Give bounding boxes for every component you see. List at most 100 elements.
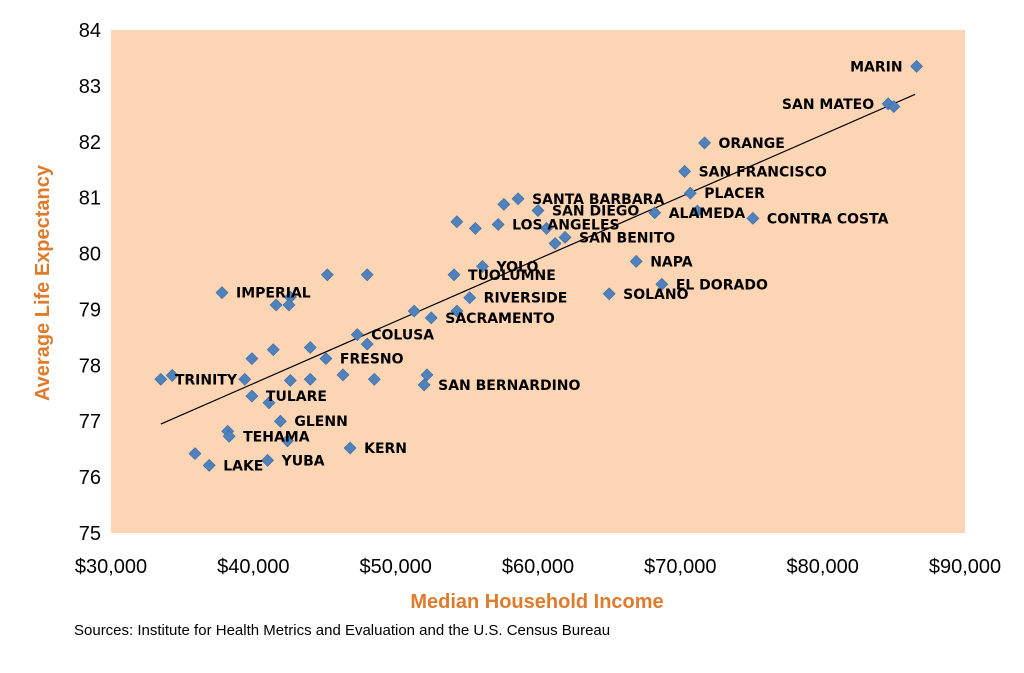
y-tick-label: 78: [79, 355, 101, 377]
data-point: [336, 368, 350, 382]
data-point: [262, 396, 276, 410]
y-axis-label: Average Life Expectancy: [32, 164, 54, 401]
data-point: [497, 197, 511, 211]
data-point: [887, 100, 901, 113]
point-label: TRINITY: [175, 372, 238, 388]
point-label: YOLO: [495, 259, 538, 275]
data-point: [303, 372, 317, 386]
data-point: [238, 372, 252, 386]
data-point: [476, 259, 489, 273]
data-point: [450, 304, 464, 318]
data-point: [407, 304, 421, 318]
point-label: SAN DIEGO: [552, 204, 639, 220]
data-point: [222, 429, 236, 443]
point-label: COLUSA: [371, 328, 434, 344]
data-point: [417, 378, 431, 392]
point-label: EL DORADO: [676, 277, 768, 293]
data-point: [273, 414, 287, 428]
point-label: SACRAMENTO: [445, 311, 555, 327]
point-label: SAN BERNARDINO: [438, 378, 580, 394]
point-label: KERN: [364, 441, 407, 457]
x-tick-label: $60,000: [502, 556, 574, 578]
y-tick-label: 81: [79, 188, 101, 210]
data-point: [910, 59, 924, 73]
point-label: TUOLUMNE: [468, 268, 556, 284]
x-tick-label: $90,000: [929, 556, 1001, 578]
y-tick-label: 75: [79, 523, 101, 545]
data-point: [698, 136, 711, 150]
data-point: [602, 287, 616, 301]
data-point: [447, 268, 461, 282]
y-tick-label: 79: [79, 299, 101, 321]
data-points: [154, 59, 924, 472]
point-label: FRESNO: [340, 352, 404, 368]
point-label: YUBA: [281, 453, 325, 469]
data-point: [154, 372, 168, 386]
data-point: [320, 268, 334, 282]
data-point: [261, 453, 274, 467]
data-point: [215, 286, 229, 300]
data-point: [360, 337, 374, 351]
x-tick-label: $50,000: [360, 556, 432, 578]
x-tick-label: $70,000: [644, 556, 716, 578]
data-point: [350, 328, 364, 342]
data-point: [511, 192, 525, 206]
data-point: [245, 352, 259, 366]
x-tick-label: $80,000: [787, 556, 859, 578]
data-point: [463, 291, 477, 305]
data-point: [281, 434, 294, 448]
data-point: [491, 218, 505, 231]
data-point: [266, 343, 280, 357]
data-point: [648, 206, 662, 220]
y-tick-label: 82: [79, 132, 101, 154]
data-point: [468, 221, 482, 235]
point-label: ORANGE: [719, 136, 785, 152]
data-point: [746, 211, 760, 225]
point-label: NAPA: [650, 254, 693, 270]
point-label: RIVERSIDE: [484, 291, 568, 307]
data-point: [343, 441, 357, 455]
data-point: [683, 186, 697, 200]
data-point: [420, 368, 434, 382]
data-point: [319, 352, 333, 366]
point-label: SOLANO: [623, 287, 688, 303]
data-point: [690, 204, 704, 218]
data-point: [558, 230, 572, 244]
source-note: Sources: Institute for Health Metrics an…: [74, 622, 611, 639]
y-tick-label: 83: [79, 76, 101, 98]
y-tick-label: 77: [79, 411, 101, 433]
data-point: [450, 215, 464, 229]
data-point: [629, 254, 643, 268]
axis-ticks: 75 76 77 78 79 80 81 82 83 84 $30,000 $40,000 $50,00…: [75, 20, 1001, 578]
point-label: SANTA BARBARA: [532, 192, 664, 208]
data-point: [269, 298, 283, 312]
y-tick-label: 80: [79, 244, 101, 266]
data-point: [165, 368, 179, 382]
x-axis-label: Median Household Income: [410, 591, 663, 613]
plot-area: [111, 30, 965, 533]
point-label: MARIN: [850, 59, 902, 75]
data-point: [245, 389, 259, 403]
data-point: [678, 164, 692, 178]
data-point: [540, 221, 553, 235]
point-labels: MARIN SAN MATEO ORANGE SAN FRANCISCO PLACER A…: [175, 59, 903, 474]
point-label: SAN BENITO: [579, 230, 675, 246]
point-label: CONTRA COSTA: [767, 211, 889, 227]
point-label: TEHAMA: [243, 429, 310, 445]
data-point: [282, 298, 296, 312]
point-label: PLACER: [704, 186, 765, 202]
point-label: ALAMEDA: [669, 206, 746, 222]
x-tick-label: $40,000: [217, 556, 289, 578]
data-point: [360, 268, 374, 282]
data-point: [188, 447, 202, 461]
data-point: [283, 373, 297, 387]
point-label: GLENN: [294, 414, 347, 430]
point-label: IMPERIAL: [236, 286, 311, 302]
data-point: [303, 341, 317, 354]
data-point: [367, 372, 381, 386]
point-label: LAKE: [223, 458, 263, 474]
data-point: [531, 204, 545, 217]
x-tick-label: $30,000: [75, 556, 147, 578]
trendline: [160, 93, 916, 425]
